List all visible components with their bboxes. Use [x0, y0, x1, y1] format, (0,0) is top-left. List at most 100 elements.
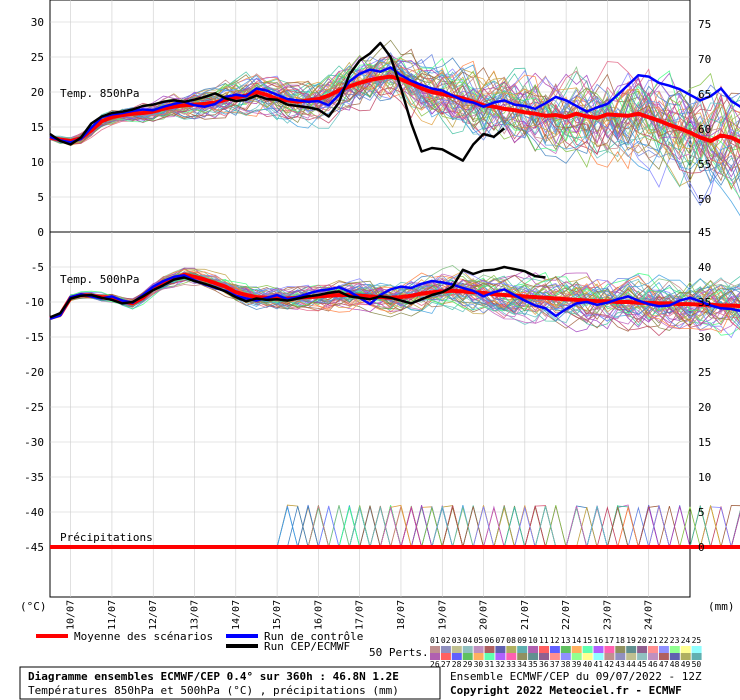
date-label: 19/07	[437, 600, 448, 630]
pert-number: 48	[670, 660, 680, 669]
date-label: 13/07	[190, 600, 201, 630]
legend-control-label: Run de contrôle	[264, 630, 363, 643]
pert-swatch	[560, 646, 571, 653]
pert-number: 15	[583, 636, 593, 645]
pert-number: 49	[681, 660, 691, 669]
y-tick-label: -5	[31, 261, 44, 274]
pert-swatch	[637, 653, 648, 660]
pert-number: 18	[615, 636, 625, 645]
date-label: 20/07	[479, 600, 490, 630]
date-label: 17/07	[355, 600, 366, 630]
y-tick-label: 20	[698, 401, 711, 414]
temp850-panel: Temp. 850hPa	[49, 0, 740, 233]
pert-number: 40	[583, 660, 593, 669]
pert-swatch	[462, 646, 473, 653]
unit-right-label: (mm)	[708, 600, 735, 613]
pert-number: 23	[670, 636, 680, 645]
y-tick-label: 40	[698, 261, 711, 274]
pert-number: 02	[441, 636, 451, 645]
pert-number: 04	[463, 636, 473, 645]
pert-number: 08	[506, 636, 516, 645]
y-tick-label: 15	[698, 436, 711, 449]
pert-number: 26	[430, 660, 440, 669]
y-tick-label: 25	[698, 366, 711, 379]
pert-number: 07	[495, 636, 505, 645]
pert-swatch	[506, 646, 517, 653]
pert-swatch	[669, 653, 680, 660]
date-label: 18/07	[396, 600, 407, 630]
pert-number: 17	[604, 636, 614, 645]
y-tick-label: 0	[37, 226, 44, 239]
footer: Diagramme ensembles ECMWF/CEP 0.4° sur 3…	[19, 666, 702, 700]
y-tick-label: 30	[31, 16, 44, 29]
pert-number: 38	[561, 660, 571, 669]
y-tick-label: 25	[31, 51, 44, 64]
footer-copyright: Copyright 2022 Meteociel.fr - ECMWF	[450, 684, 682, 697]
pert-swatch	[506, 653, 517, 660]
date-label: 24/07	[644, 600, 655, 630]
pert-swatch	[658, 653, 669, 660]
pert-number: 22	[659, 636, 669, 645]
y-tick-label: -15	[24, 331, 44, 344]
legend-mean-label: Moyenne des scénarios	[74, 630, 213, 643]
pert-swatch	[451, 646, 462, 653]
date-label: 22/07	[561, 600, 572, 630]
pert-swatch	[680, 646, 691, 653]
pert-swatch	[691, 646, 702, 653]
pert-swatch	[593, 646, 604, 653]
date-label: 12/07	[148, 600, 159, 630]
pert-number: 43	[615, 660, 625, 669]
pert-number: 11	[539, 636, 549, 645]
footer-subtitle: Températures 850hPa et 500hPa (°C) , pré…	[28, 684, 399, 697]
pert-swatch	[528, 646, 539, 653]
control-run-line	[49, 66, 740, 144]
pert-swatch	[637, 646, 648, 653]
pert-swatch	[549, 653, 560, 660]
pert-number: 28	[452, 660, 462, 669]
pert-number: 13	[561, 636, 571, 645]
pert-swatch	[495, 646, 506, 653]
pert-number: 34	[517, 660, 527, 669]
pert-number: 16	[594, 636, 604, 645]
pert-swatch	[473, 646, 484, 653]
control-run-line	[49, 274, 740, 320]
pert-number: 29	[463, 660, 473, 669]
y-tick-label: -20	[24, 366, 44, 379]
y-tick-label: 65	[698, 88, 711, 101]
pert-number: 25	[692, 636, 702, 645]
date-label: 11/07	[107, 600, 118, 630]
pert-swatch	[430, 653, 440, 660]
temp850-title: Temp. 850hPa	[60, 87, 139, 100]
y-tick-label: 75	[698, 18, 711, 31]
pert-number: 10	[528, 636, 538, 645]
y-tick-label: -30	[24, 436, 44, 449]
perturbation-line	[49, 66, 740, 165]
pert-number: 12	[550, 636, 560, 645]
pert-swatch	[582, 646, 593, 653]
pert-swatch	[593, 653, 604, 660]
pert-number: 01	[430, 636, 440, 645]
date-label: 10/07	[66, 600, 77, 630]
pert-swatch	[604, 646, 615, 653]
y-tick-label: -10	[24, 296, 44, 309]
date-label: 16/07	[313, 600, 324, 630]
y-tick-label: 20	[31, 86, 44, 99]
mean-series-line	[50, 545, 740, 549]
pert-number: 05	[474, 636, 484, 645]
pert-swatch	[473, 653, 484, 660]
date-label: 15/07	[272, 600, 283, 630]
pert-number: 19	[626, 636, 636, 645]
perturbation-line	[49, 66, 740, 173]
pert-swatch	[560, 653, 571, 660]
pert-number: 09	[517, 636, 527, 645]
y-tick-label: 30	[698, 331, 711, 344]
pert-swatch	[528, 653, 539, 660]
pert-swatch	[517, 646, 528, 653]
pert-swatch	[658, 646, 669, 653]
y-tick-label: 5	[698, 506, 705, 519]
pert-swatch	[440, 653, 451, 660]
pert-swatch	[582, 653, 593, 660]
pert-number: 50	[692, 660, 702, 669]
pert-number: 47	[659, 660, 669, 669]
